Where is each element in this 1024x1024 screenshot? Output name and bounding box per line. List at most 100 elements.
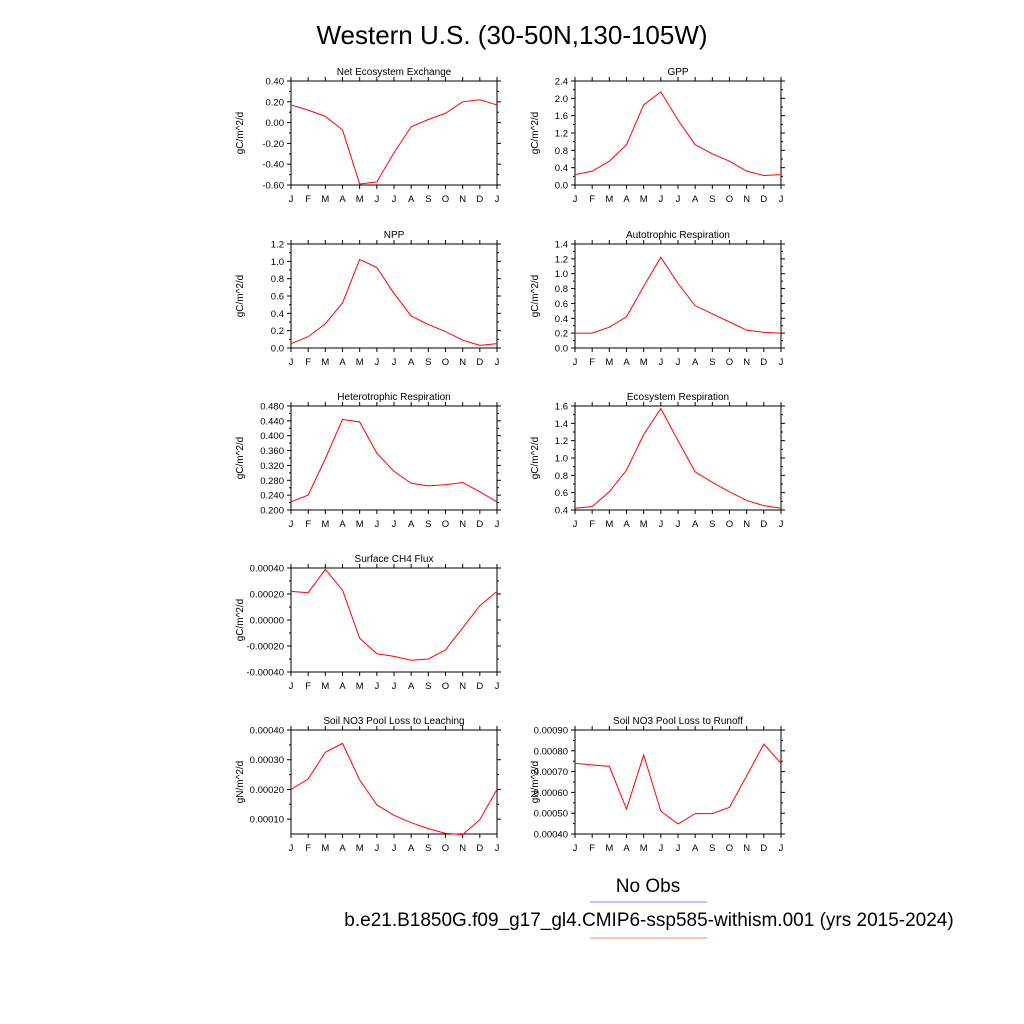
x-tick-label: D — [760, 194, 767, 205]
x-tick-label: F — [589, 357, 595, 368]
series-line — [575, 256, 782, 334]
series-line — [574, 91, 782, 176]
y-tick-label: 0.6 — [555, 488, 568, 499]
series-line — [290, 742, 498, 836]
x-tick-label: N — [743, 194, 750, 205]
panel-title: Autotrophic Respiration — [626, 230, 730, 241]
x-tick-label: J — [779, 194, 784, 205]
x-tick-label: M — [356, 357, 364, 368]
x-tick-label: J — [658, 843, 663, 854]
x-tick-label: M — [356, 681, 364, 692]
x-tick-label: A — [623, 843, 630, 854]
panel-title: Surface CH4 Flux — [355, 554, 434, 565]
x-tick-label: J — [374, 843, 379, 854]
y-tick-label: 0.20 — [266, 97, 285, 108]
x-tick-label: D — [760, 357, 767, 368]
y-tick-label: 0.00030 — [250, 755, 284, 766]
plot-frame — [290, 405, 498, 511]
y-tick-label: 0.2 — [555, 329, 568, 340]
y-tick-label: 0.00080 — [534, 746, 568, 757]
x-tick-label: F — [589, 519, 595, 530]
y-axis-label: gC/m^2/d — [235, 599, 246, 642]
x-tick-label: M — [321, 843, 329, 854]
x-tick-label: A — [692, 843, 699, 854]
x-tick-label: J — [392, 843, 397, 854]
y-tick-label: 2.4 — [555, 77, 568, 88]
chart-panel-3: Autotrophic Respiration 1.4 1.2 1.0 0.8 0.6 0.… — [530, 230, 785, 368]
x-tick-label: A — [692, 519, 699, 530]
y-tick-label: 0.8 — [555, 284, 568, 295]
plot-frame — [290, 80, 498, 186]
x-tick-label: F — [589, 194, 595, 205]
x-tick-label: J — [495, 681, 500, 692]
x-tick-label: A — [692, 357, 699, 368]
y-tick-label: 0.4 — [271, 309, 284, 320]
chart-panel-6: Surface CH4 Flux 0.00040 0.00020 0.00000 -0.… — [235, 554, 501, 692]
x-tick-label: S — [425, 357, 431, 368]
series-line — [290, 568, 498, 661]
x-tick-label: F — [305, 843, 311, 854]
y-tick-label: 1.2 — [271, 240, 284, 251]
x-tick-label: J — [374, 519, 379, 530]
x-tick-label: F — [305, 681, 311, 692]
panel-title: GPP — [667, 67, 688, 78]
chart-panel-9: Soil NO3 Pool Loss to Runoff 0.00090 0.000… — [530, 716, 785, 854]
x-tick-label: J — [289, 357, 294, 368]
y-axis-label: gC/m^2/d — [530, 112, 541, 155]
y-tick-label: -0.00040 — [246, 668, 284, 679]
y-tick-label: 0.4 — [555, 314, 568, 325]
x-tick-label: F — [305, 194, 311, 205]
x-tick-label: M — [640, 843, 648, 854]
series-line — [290, 258, 498, 346]
x-tick-label: F — [589, 843, 595, 854]
x-tick-label: S — [709, 519, 715, 530]
x-tick-label: D — [760, 519, 767, 530]
x-tick-label: A — [623, 194, 630, 205]
x-tick-label: M — [321, 357, 329, 368]
x-tick-label: S — [425, 681, 431, 692]
plot-frame — [574, 243, 782, 349]
x-tick-label: J — [779, 519, 784, 530]
y-tick-label: -0.20 — [262, 139, 284, 150]
x-tick-label: N — [459, 843, 466, 854]
panel-title: Soil NO3 Pool Loss to Leaching — [323, 716, 464, 727]
x-tick-label: N — [459, 357, 466, 368]
x-tick-label: S — [709, 843, 715, 854]
y-axis-label: gN/m^2/d — [530, 761, 541, 804]
chart-panel-8: Soil NO3 Pool Loss to Leaching 0.00040 0.0… — [235, 716, 501, 854]
y-tick-label: 0.360 — [260, 446, 284, 457]
x-tick-label: O — [442, 357, 449, 368]
y-tick-label: 0.00 — [266, 118, 285, 129]
x-tick-label: M — [605, 194, 613, 205]
panel-title: NPP — [384, 230, 405, 241]
y-axis-label: gC/m^2/d — [530, 275, 541, 318]
y-tick-label: 0.00020 — [250, 785, 284, 796]
x-tick-label: J — [374, 357, 379, 368]
x-tick-label: M — [605, 357, 613, 368]
x-tick-label: O — [442, 681, 449, 692]
y-tick-label: 1.0 — [271, 257, 284, 268]
series-line — [290, 99, 498, 185]
y-tick-label: 0.40 — [266, 77, 285, 88]
x-tick-label: O — [726, 357, 733, 368]
y-tick-label: 1.2 — [555, 436, 568, 447]
y-tick-label: 0.00010 — [250, 815, 284, 826]
x-tick-label: A — [339, 194, 346, 205]
x-tick-label: F — [305, 357, 311, 368]
y-tick-label: 0.8 — [555, 146, 568, 157]
x-tick-label: N — [743, 843, 750, 854]
x-tick-label: A — [692, 194, 699, 205]
x-tick-label: A — [408, 681, 415, 692]
y-tick-label: 1.6 — [555, 111, 568, 122]
x-tick-label: J — [289, 843, 294, 854]
y-tick-label: 1.2 — [555, 254, 568, 265]
y-axis-label: gC/m^2/d — [530, 437, 541, 480]
y-tick-label: 0.00020 — [250, 590, 284, 601]
x-tick-label: J — [495, 357, 500, 368]
y-tick-label: 0.8 — [271, 274, 284, 285]
y-tick-label: 0.00090 — [534, 726, 568, 737]
x-tick-label: J — [779, 357, 784, 368]
y-axis-label: gC/m^2/d — [235, 437, 246, 480]
